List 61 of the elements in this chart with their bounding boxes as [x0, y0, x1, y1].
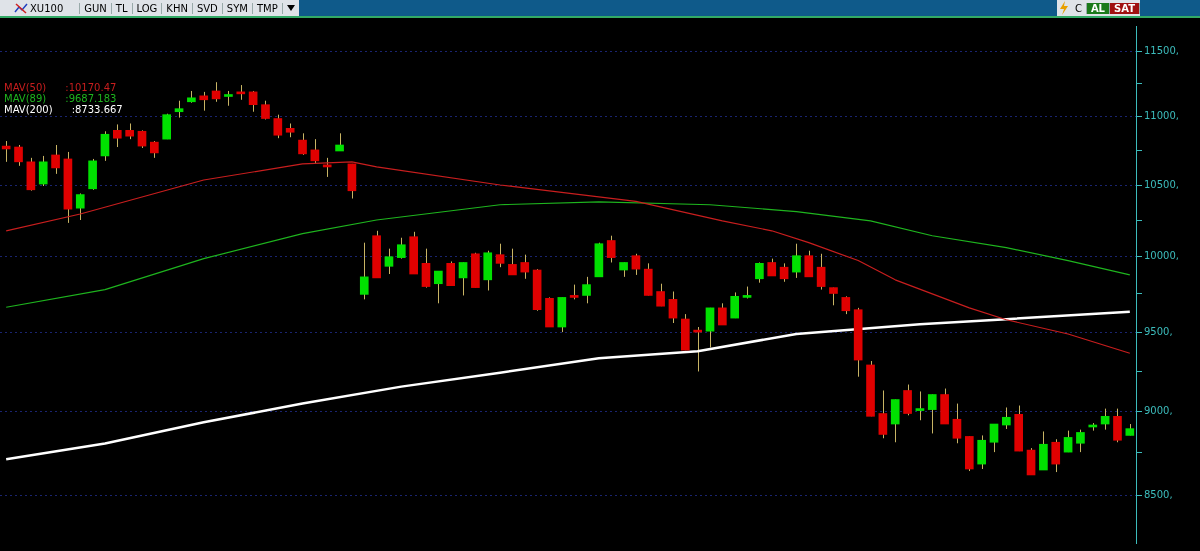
- candlestick: [903, 384, 912, 416]
- chart-title: XU100: [30, 2, 81, 14]
- candlestick: [816, 253, 826, 291]
- y-tick-label: 10000,: [1144, 250, 1179, 262]
- text: AL: [1086, 2, 1110, 14]
- candlestick: [112, 123, 122, 148]
- y-tick-label: 11000,: [1144, 110, 1179, 122]
- text: SVD: [192, 2, 223, 14]
- candlestick: [927, 394, 937, 434]
- candlestick: [989, 423, 999, 453]
- candlestick: [804, 250, 814, 278]
- candlestick: [915, 390, 925, 421]
- candlestick: [656, 283, 665, 307]
- candlestick: [446, 260, 456, 287]
- candlestick: [396, 237, 406, 260]
- candlestick: [1076, 429, 1085, 453]
- candlestick: [952, 403, 962, 444]
- candlestick: [508, 248, 517, 276]
- text: KHN: [162, 2, 193, 14]
- candlestick: [878, 389, 888, 439]
- candlestick: [631, 253, 641, 276]
- candlestick: [51, 144, 60, 175]
- candlestick: [606, 235, 616, 263]
- candlestick: [495, 243, 505, 268]
- candlestick: [384, 248, 394, 275]
- candlestick: [792, 243, 801, 279]
- y-tick-label: 9500,: [1144, 325, 1173, 337]
- candlestick: [273, 114, 283, 139]
- text: C: [1070, 2, 1087, 14]
- candlestick: [298, 132, 307, 156]
- candlestick: [199, 91, 209, 112]
- candlestick: [100, 130, 110, 162]
- candlestick: [421, 248, 431, 289]
- candlestick: [668, 291, 678, 324]
- text: MAV(89) :9687.183: [4, 92, 117, 104]
- candlestick: [458, 261, 468, 296]
- candlestick: [779, 262, 789, 283]
- text: TMP: [252, 2, 283, 14]
- y-tick-label: 10500,: [1144, 178, 1179, 190]
- y-tick-label: 11500,: [1144, 44, 1179, 56]
- candlestick: [1051, 438, 1061, 473]
- candlestick: [38, 155, 48, 187]
- text: SAT: [1110, 2, 1140, 14]
- text: SYM: [222, 2, 253, 14]
- candlestick: [705, 307, 715, 348]
- y-tick-label: 8500,: [1144, 489, 1173, 501]
- text: LOG: [132, 2, 163, 14]
- candlestick: [582, 276, 591, 304]
- candlestick: [1002, 406, 1011, 430]
- candlestick: [755, 261, 764, 284]
- text: MAV(50) :10170.47: [4, 81, 117, 93]
- text: MAV(200) :8733.667: [4, 103, 123, 115]
- candlestick: [75, 192, 85, 221]
- candlestick: [730, 291, 740, 319]
- y-tick-label: 9000,: [1144, 405, 1173, 417]
- text: TL: [111, 2, 133, 14]
- candlestick: [520, 254, 530, 280]
- candlestick: [434, 270, 443, 304]
- candlestick: [359, 242, 369, 300]
- candlestick: [14, 144, 23, 167]
- text: GUN: [80, 2, 112, 14]
